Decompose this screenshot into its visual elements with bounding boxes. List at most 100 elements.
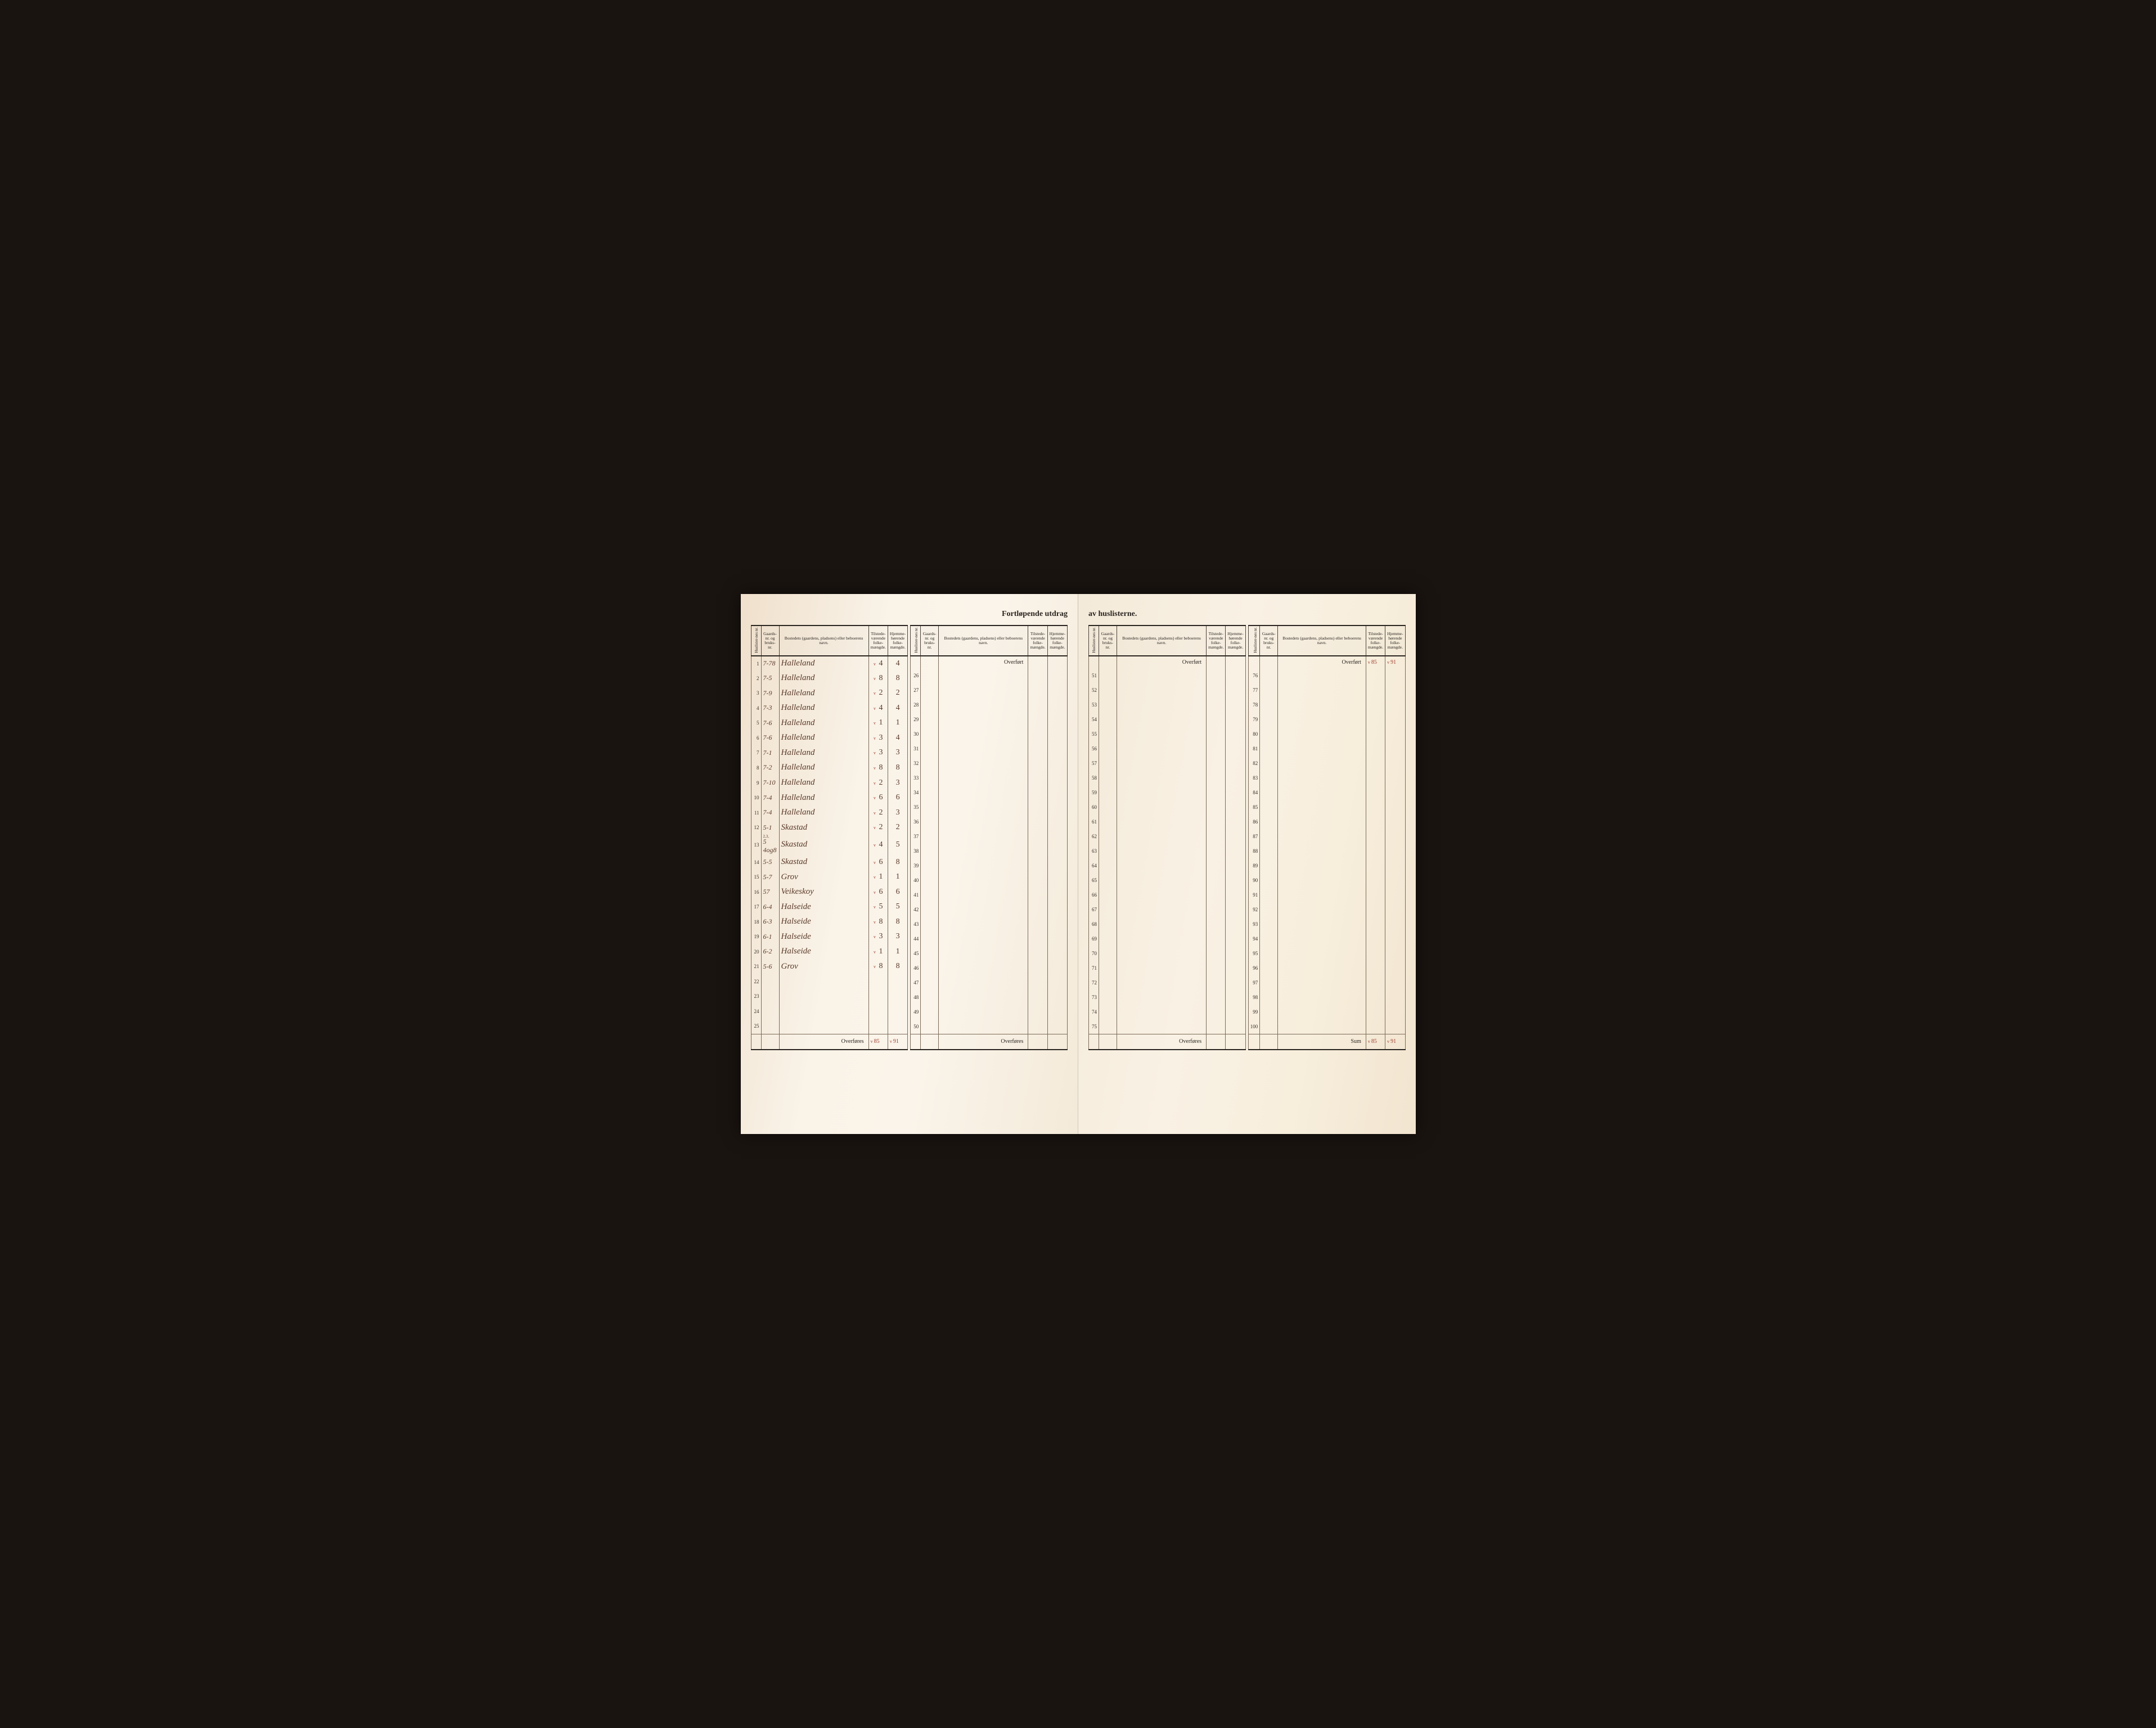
- table-row: 206-2Halseidev 11: [751, 944, 908, 959]
- table-row: 215-6Grovv 88: [751, 959, 908, 974]
- table-row: 36: [911, 814, 1068, 829]
- gaard-nr: [761, 1004, 779, 1019]
- tilstede-val: v 4: [868, 835, 888, 854]
- row-number: 63: [1089, 844, 1099, 858]
- hjemme-val: 3: [888, 805, 907, 820]
- row-number: 57: [1089, 756, 1099, 771]
- bosted-name: Grov: [779, 870, 868, 885]
- row-number: 27: [911, 683, 921, 698]
- row-number: 51: [1089, 668, 1099, 683]
- row-number: 8: [751, 760, 761, 776]
- table-row: 125-1Skastadv 22: [751, 820, 908, 835]
- row-number: 18: [751, 914, 761, 929]
- row-number: 39: [911, 858, 921, 873]
- bosted-name: Halseide: [779, 899, 868, 915]
- table-row: 72: [1089, 975, 1246, 990]
- ledger-block-4: Huslister-nes nr. Gaards- nr. og bruks- …: [1248, 625, 1406, 1050]
- tilstede-val: v 1: [868, 944, 888, 959]
- table-row: 24: [751, 1004, 908, 1019]
- row-number: 92: [1248, 902, 1260, 917]
- row-number: 62: [1089, 829, 1099, 844]
- row-number: 67: [1089, 902, 1099, 917]
- table-row: 39: [911, 858, 1068, 873]
- bosted-name: Halleland: [779, 671, 868, 686]
- overfores-row-3: Overføres: [1089, 1034, 1246, 1050]
- gaard-nr: 7-6: [761, 731, 779, 746]
- table-row: 34: [911, 785, 1068, 800]
- row-number: 31: [911, 741, 921, 756]
- gaard-nr: 6-3: [761, 914, 779, 929]
- table-row: 25: [751, 1019, 908, 1034]
- header-row: Huslister-nes nr. Gaards- nr. og bruks- …: [751, 626, 908, 656]
- row-number: 66: [1089, 888, 1099, 902]
- table-row: 83: [1248, 771, 1405, 785]
- row-number: 11: [751, 805, 761, 820]
- row-number: 99: [1248, 1005, 1260, 1019]
- table-row: 90: [1248, 873, 1405, 888]
- tilstede-val: v 1: [868, 870, 888, 885]
- row-number: 77: [1248, 683, 1260, 698]
- row-number: 81: [1248, 741, 1260, 756]
- row-number: 45: [911, 946, 921, 961]
- row-number: 68: [1089, 917, 1099, 932]
- table-row: 107-4Hallelandv 66: [751, 790, 908, 806]
- table-row: 51: [1089, 668, 1246, 683]
- hjemme-val: [888, 1004, 907, 1019]
- table-row: 27-5Hallelandv 88: [751, 671, 908, 686]
- row-number: 13: [751, 835, 761, 854]
- table-row: 50: [911, 1019, 1068, 1034]
- row-number: 58: [1089, 771, 1099, 785]
- gaard-nr: [761, 1019, 779, 1034]
- table-row: 71: [1089, 961, 1246, 975]
- table-row: 95: [1248, 946, 1405, 961]
- row-number: 6: [751, 731, 761, 746]
- gaard-nr: 5-6: [761, 959, 779, 974]
- tilstede-val: v 3: [868, 929, 888, 944]
- hdr-tilstede: Tilstede- værende folke- mængde.: [868, 626, 888, 656]
- header-row: Huslister-nes nr. Gaards- nr. og bruks- …: [911, 626, 1068, 656]
- tilstede-val: v 6: [868, 854, 888, 870]
- hjemme-val: 8: [888, 671, 907, 686]
- row-number: 56: [1089, 741, 1099, 756]
- tilstede-val: v 2: [868, 686, 888, 701]
- sum-label: Sum: [1278, 1034, 1366, 1050]
- tilstede-val: v 2: [868, 820, 888, 835]
- table-row: 69: [1089, 932, 1246, 946]
- row-number: 85: [1248, 800, 1260, 814]
- table-row: 62: [1089, 829, 1246, 844]
- row-number: 80: [1248, 727, 1260, 741]
- table-row: 176-4Halseidev 55: [751, 899, 908, 915]
- row-number: 50: [911, 1019, 921, 1034]
- sum-t: v85: [1366, 1034, 1385, 1050]
- table-row: 82: [1248, 756, 1405, 771]
- row-number: 28: [911, 698, 921, 712]
- gaard-nr: 6-2: [761, 944, 779, 959]
- bosted-name: Halleland: [779, 686, 868, 701]
- table-row: 74: [1089, 1005, 1246, 1019]
- table-row: 67: [1089, 902, 1246, 917]
- table-row: 49: [911, 1005, 1068, 1019]
- table-row: 84: [1248, 785, 1405, 800]
- overfores-row-1: Overføres v85 v91: [751, 1034, 908, 1050]
- bosted-name: Halleland: [779, 805, 868, 820]
- row-number: 89: [1248, 858, 1260, 873]
- row-number: 82: [1248, 756, 1260, 771]
- table-row: 117-4Hallelandv 23: [751, 805, 908, 820]
- table-row: 53: [1089, 698, 1246, 712]
- hjemme-val: 1: [888, 870, 907, 885]
- tilstede-val: v 8: [868, 959, 888, 974]
- tilstede-val: v 4: [868, 701, 888, 716]
- bosted-name: Halleland: [779, 775, 868, 790]
- row-number: 54: [1089, 712, 1099, 727]
- overfort-row-2: Overført: [911, 656, 1068, 668]
- table-row: 79: [1248, 712, 1405, 727]
- hjemme-val: 6: [888, 884, 907, 899]
- bosted-name: Halleland: [779, 760, 868, 776]
- table-row: 98: [1248, 990, 1405, 1005]
- tilstede-val: v 2: [868, 805, 888, 820]
- table-row: 77: [1248, 683, 1405, 698]
- tilstede-val: v 6: [868, 884, 888, 899]
- page-left: Fortløpende utdrag Huslister-nes nr. Gaa…: [741, 594, 1079, 1134]
- tilstede-val: v 5: [868, 899, 888, 915]
- hjemme-val: [888, 974, 907, 989]
